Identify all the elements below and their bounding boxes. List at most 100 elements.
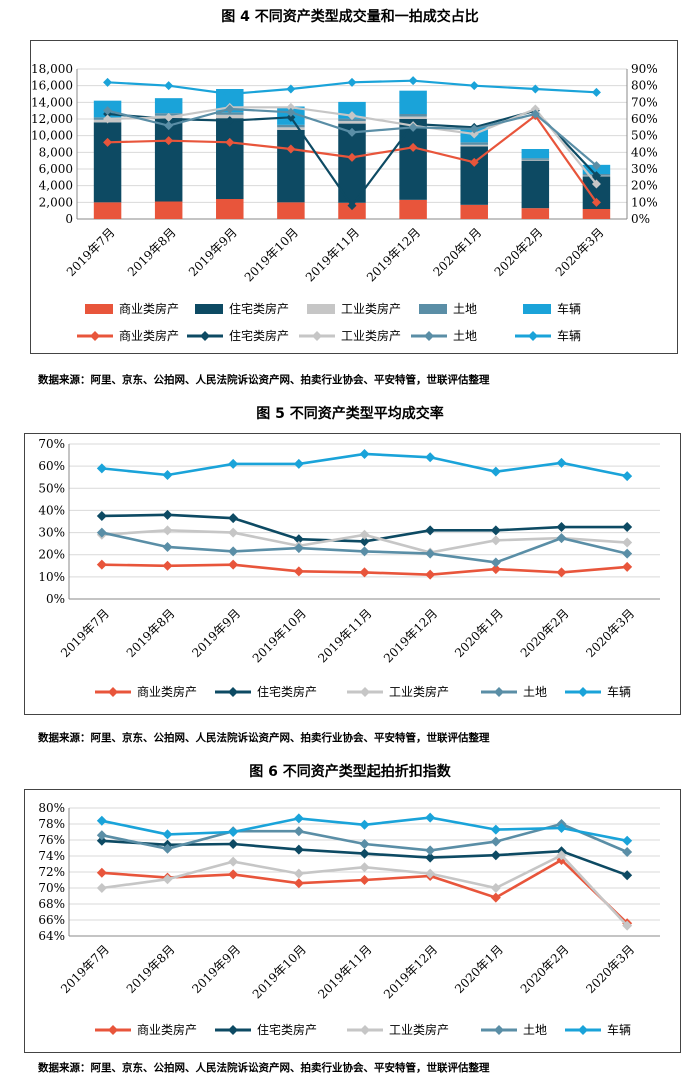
point-land: [347, 127, 357, 137]
point-land: [556, 533, 567, 544]
x-tick-label: 2020年2月: [518, 606, 572, 660]
x-tick-label: 2019年12月: [381, 942, 440, 1001]
y-tick-label: 4,000: [39, 179, 73, 193]
point-industrial: [556, 850, 567, 861]
y2-tick-label: 70%: [631, 95, 658, 109]
point-residential: [490, 525, 501, 536]
point-residential: [162, 509, 173, 520]
y-tick-label: 6,000: [39, 162, 73, 176]
bar-residential: [93, 122, 122, 203]
point-industrial: [228, 527, 239, 538]
point-commercial: [425, 569, 436, 580]
bar-residential: [521, 160, 550, 209]
line-residential-legend-marker: [228, 1025, 238, 1035]
point-commercial: [103, 137, 113, 147]
point-vehicle: [490, 466, 501, 477]
point-commercial: [359, 567, 370, 578]
bar-commercial-legend-label: 商业类房产: [119, 301, 179, 316]
y-tick-label: 70%: [38, 437, 65, 451]
y-tick-label: 70%: [38, 881, 65, 895]
point-vehicle: [162, 829, 173, 840]
point-industrial: [286, 102, 296, 112]
point-commercial: [347, 152, 357, 162]
point-residential: [556, 522, 567, 533]
line-industrial-legend-marker: [312, 331, 322, 341]
point-land: [408, 122, 418, 132]
bar-industrial: [338, 121, 366, 124]
figure-5-frame: 0% 10% 20% 30% 40% 50% 60% 70% 2019年7月 2019年8月 201…: [24, 433, 681, 715]
y-tick-label: 78%: [38, 817, 65, 831]
point-vehicle: [286, 84, 296, 94]
bar-residential-legend-swatch: [195, 304, 223, 314]
point-commercial: [96, 559, 107, 570]
line-commercial-legend-marker: [90, 331, 100, 341]
x-tick-label: 2019年9月: [189, 942, 243, 996]
line-industrial-legend-marker: [360, 1025, 370, 1035]
line-vehicle-legend-marker: [578, 1025, 588, 1035]
point-vehicle: [469, 81, 479, 91]
line-land-legend-label: 土地: [453, 329, 477, 343]
y-tick-label: 60%: [38, 459, 65, 473]
point-residential: [96, 510, 107, 521]
bar-land: [460, 142, 488, 145]
point-land: [293, 543, 304, 554]
point-residential: [293, 844, 304, 855]
point-commercial: [408, 142, 418, 152]
point-industrial: [359, 862, 370, 873]
y-tick-label: 30%: [38, 526, 65, 540]
y-tick-label: 10,000: [31, 129, 73, 143]
line-industrial-legend-marker: [360, 687, 370, 697]
line-vehicle-legend-marker: [528, 331, 538, 341]
bar-commercial: [582, 209, 611, 219]
point-land: [469, 124, 479, 134]
point-commercial: [359, 875, 370, 885]
line-residential-legend-label: 住宅类房产: [229, 328, 289, 343]
x-tick-label: 2019年7月: [64, 225, 118, 279]
x-tick-label: 2019年12月: [364, 225, 423, 284]
x-tick-label: 2019年10月: [242, 225, 301, 284]
point-vehicle: [347, 77, 357, 87]
x-tick-label: 2019年11月: [315, 606, 374, 665]
point-commercial: [622, 561, 633, 572]
y2-tick-label: 30%: [631, 162, 658, 176]
point-commercial: [164, 136, 174, 146]
figure-5-chart: 0%10%20%30%40%50%60%70%2019年7月 2019年8月 201…: [38, 437, 660, 699]
x-tick-label: 2020年1月: [452, 942, 506, 996]
bar-vehicle: [521, 149, 550, 159]
x-tick-label: 2019年9月: [189, 606, 243, 660]
bar-industrial-legend-swatch: [307, 304, 335, 314]
x-tick-label: 2019年11月: [303, 225, 362, 284]
point-commercial: [225, 137, 235, 147]
line-commercial-legend-label: 商业类房产: [119, 328, 179, 343]
point-vehicle: [425, 452, 436, 463]
x-tick-label: 2019年8月: [124, 606, 178, 660]
point-commercial: [490, 564, 501, 575]
point-commercial: [162, 560, 173, 571]
point-land: [622, 548, 633, 559]
point-industrial: [425, 868, 436, 879]
line-residential-legend-label: 住宅类房产: [257, 1022, 317, 1037]
bar-industrial: [460, 144, 488, 147]
point-land: [225, 104, 235, 114]
point-residential: [225, 116, 235, 126]
bar-vehicle-legend-swatch: [523, 304, 551, 314]
point-land: [293, 826, 304, 837]
y-tick-label: 16,000: [31, 79, 73, 93]
point-land: [490, 836, 501, 847]
point-residential: [490, 850, 501, 861]
x-tick-label: 2019年10月: [250, 606, 309, 665]
point-commercial: [228, 559, 239, 570]
y2-tick-label: 90%: [631, 62, 658, 76]
bar-commercial: [216, 199, 244, 219]
y-tick-label: 72%: [38, 865, 65, 879]
point-residential: [591, 171, 601, 181]
point-industrial: [164, 112, 174, 122]
point-residential: [425, 525, 436, 536]
y-tick-label: 50%: [38, 481, 65, 495]
point-residential: [347, 201, 357, 211]
y-tick-label: 0%: [46, 592, 65, 606]
point-residential: [228, 513, 239, 524]
point-commercial: [293, 566, 304, 577]
x-tick-label: 2020年1月: [452, 606, 506, 660]
